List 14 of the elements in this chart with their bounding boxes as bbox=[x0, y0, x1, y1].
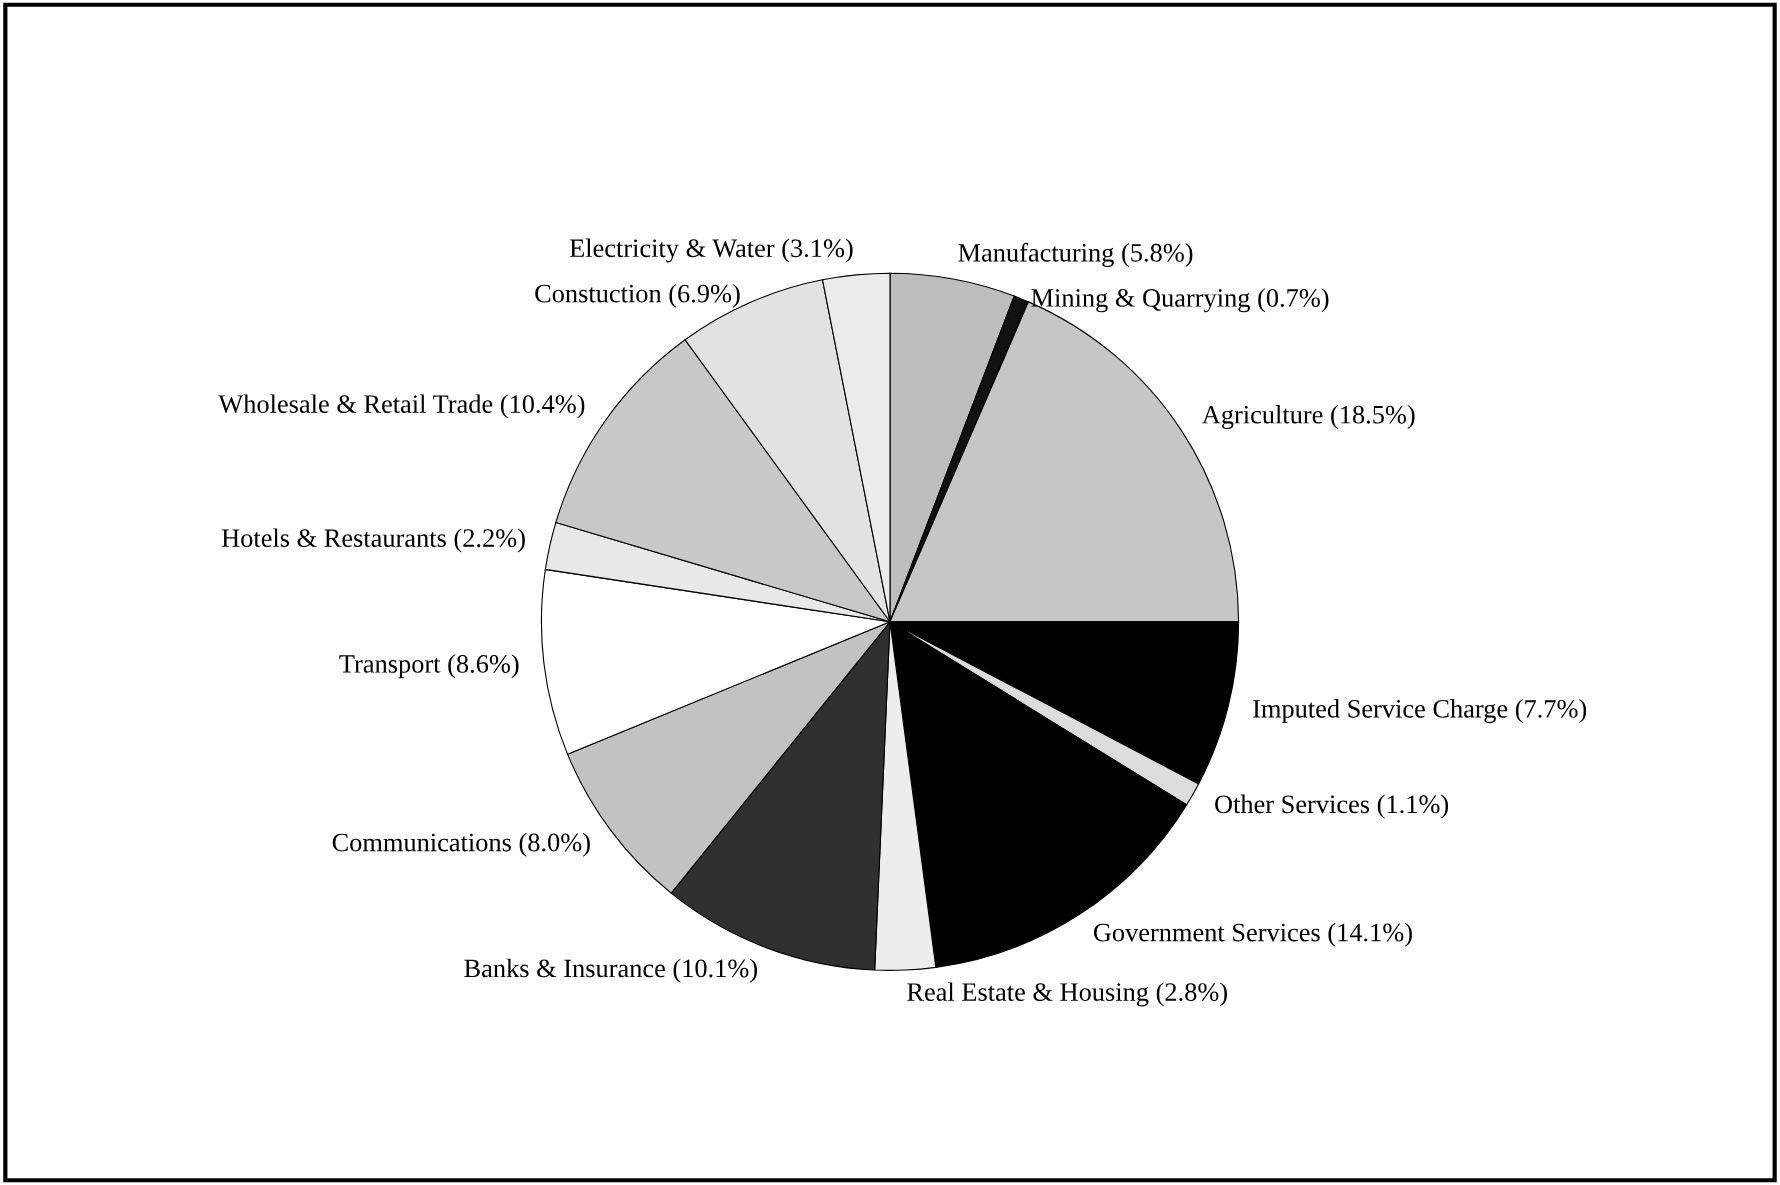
slice-label: Agriculture (18.5%) bbox=[1202, 405, 1415, 430]
slice-label: Banks & Insurance (10.1%) bbox=[464, 958, 757, 983]
slice-label: Wholesale & Retail Trade (10.4%) bbox=[218, 394, 585, 419]
slice-label: Hotels & Restaurants (2.2%) bbox=[221, 528, 525, 553]
slice-label: Government Services (14.1%) bbox=[1093, 922, 1412, 947]
slice-label: Mining & Quarrying (0.7%) bbox=[1031, 288, 1329, 313]
slice-label: Communications (8.0%) bbox=[332, 832, 590, 857]
slice-label: Other Services (1.1%) bbox=[1215, 794, 1449, 819]
slice-label: Real Estate & Housing (2.8%) bbox=[907, 982, 1227, 1007]
slice-label: Imputed Service Charge (7.7%) bbox=[1253, 699, 1587, 724]
slice-label: Transport (8.6%) bbox=[339, 654, 519, 679]
slice-label: Manufacturing (5.8%) bbox=[958, 242, 1193, 268]
slice-label: Constuction (6.9%) bbox=[535, 283, 740, 308]
slice-label: Electricity & Water (3.1%) bbox=[569, 238, 853, 263]
